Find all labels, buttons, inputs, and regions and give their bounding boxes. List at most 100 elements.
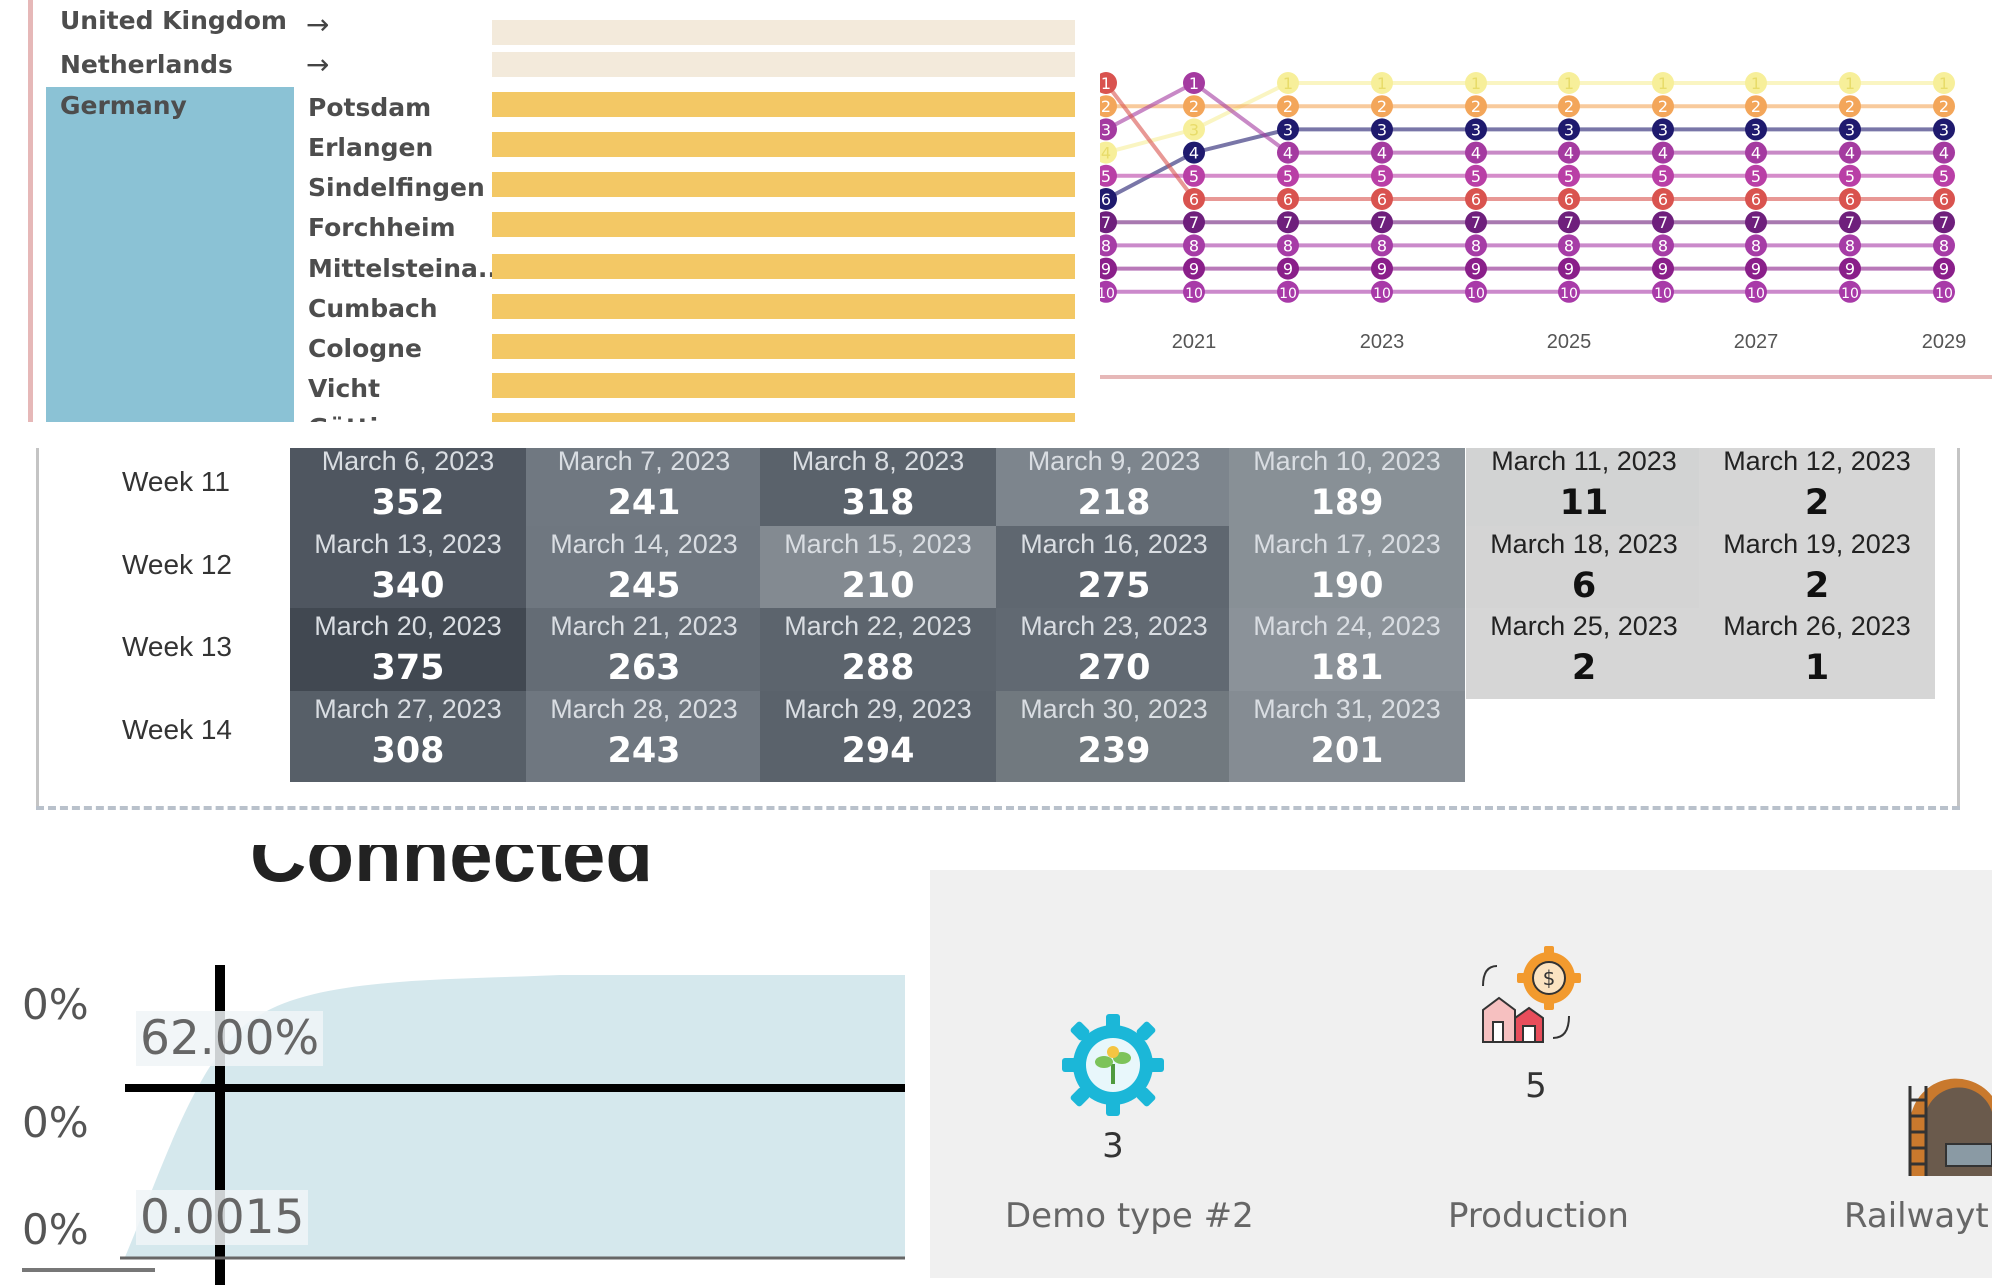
bump-rank-marker[interactable]: 5 bbox=[1558, 164, 1580, 187]
bump-rank-marker[interactable]: 4 bbox=[1933, 141, 1955, 164]
calendar-day-cell[interactable]: March 11, 2023 11 bbox=[1466, 448, 1702, 534]
calendar-day-cell[interactable]: March 25, 2023 2 bbox=[1466, 608, 1702, 699]
bump-rank-marker[interactable]: 5 bbox=[1183, 164, 1205, 187]
bump-rank-marker[interactable]: 4 bbox=[1183, 141, 1205, 164]
bump-rank-marker[interactable]: 1 bbox=[1371, 72, 1393, 94]
bump-rank-marker[interactable]: 6 bbox=[1277, 188, 1299, 210]
bump-rank-marker[interactable]: 3 bbox=[1371, 118, 1393, 141]
bump-rank-marker[interactable]: 3 bbox=[1839, 118, 1861, 141]
bump-rank-marker[interactable]: 2 bbox=[1839, 95, 1861, 118]
bump-rank-marker[interactable]: 8 bbox=[1933, 234, 1955, 257]
bump-rank-marker[interactable]: 9 bbox=[1371, 257, 1393, 280]
city-label[interactable]: Cumbach bbox=[308, 294, 438, 323]
city-bar[interactable] bbox=[492, 212, 1075, 237]
bump-rank-marker[interactable]: 4 bbox=[1558, 141, 1580, 164]
calendar-day-cell[interactable]: March 14, 2023 245 bbox=[526, 526, 762, 617]
country-label-united-kingdom[interactable]: United Kingdom bbox=[60, 6, 287, 35]
kpi-label[interactable]: Demo type #2 bbox=[1005, 1196, 1254, 1236]
bump-rank-marker[interactable]: 2 bbox=[1652, 95, 1674, 118]
bump-rank-marker[interactable]: 7 bbox=[1558, 211, 1580, 234]
calendar-day-cell[interactable]: March 9, 2023 218 bbox=[996, 448, 1232, 534]
bump-rank-marker[interactable]: 1 bbox=[1277, 72, 1299, 94]
bump-rank-marker[interactable]: 3 bbox=[1933, 118, 1955, 141]
bump-rank-marker[interactable]: 4 bbox=[1465, 141, 1487, 164]
bump-rank-marker[interactable]: 10 bbox=[1558, 280, 1580, 303]
city-bar[interactable] bbox=[492, 413, 1075, 422]
calendar-day-cell[interactable]: March 10, 2023 189 bbox=[1229, 448, 1465, 534]
bump-rank-marker[interactable]: 3 bbox=[1465, 118, 1487, 141]
bump-rank-marker[interactable]: 2 bbox=[1558, 95, 1580, 118]
bump-rank-marker[interactable]: 1 bbox=[1933, 72, 1955, 94]
bump-rank-marker[interactable]: 5 bbox=[1100, 164, 1117, 187]
calendar-day-cell[interactable]: March 12, 2023 2 bbox=[1699, 448, 1935, 534]
bump-rank-marker[interactable]: 1 bbox=[1839, 72, 1861, 94]
bump-rank-marker[interactable]: 6 bbox=[1183, 188, 1205, 210]
bump-rank-marker[interactable]: 7 bbox=[1839, 211, 1861, 234]
bump-rank-marker[interactable]: 10 bbox=[1100, 280, 1117, 303]
bump-rank-marker[interactable]: 9 bbox=[1933, 257, 1955, 280]
germany-selected-highlight[interactable] bbox=[46, 87, 294, 422]
calendar-day-cell[interactable]: March 13, 2023 340 bbox=[290, 526, 526, 617]
bump-rank-marker[interactable]: 10 bbox=[1183, 280, 1205, 303]
calendar-day-cell[interactable]: March 18, 2023 6 bbox=[1466, 526, 1702, 617]
bump-rank-marker[interactable]: 10 bbox=[1933, 280, 1955, 303]
city-bar[interactable] bbox=[492, 132, 1075, 157]
bump-rank-marker[interactable]: 9 bbox=[1558, 257, 1580, 280]
bump-rank-marker[interactable]: 8 bbox=[1371, 234, 1393, 257]
bump-rank-marker[interactable]: 2 bbox=[1465, 95, 1487, 118]
bump-rank-marker[interactable]: 4 bbox=[1100, 141, 1117, 164]
city-label[interactable]: Mittelsteina.. bbox=[308, 254, 497, 283]
bump-rank-marker[interactable]: 5 bbox=[1465, 164, 1487, 187]
calendar-day-cell[interactable]: March 22, 2023 288 bbox=[760, 608, 996, 699]
city-bar[interactable] bbox=[492, 373, 1075, 398]
bump-rank-marker[interactable]: 7 bbox=[1652, 211, 1674, 234]
bump-rank-marker[interactable]: 10 bbox=[1465, 280, 1487, 303]
bump-rank-marker[interactable]: 1 bbox=[1558, 72, 1580, 94]
bump-rank-marker[interactable]: 5 bbox=[1371, 164, 1393, 187]
bar-netherlands[interactable] bbox=[492, 52, 1075, 77]
bump-rank-marker[interactable]: 5 bbox=[1839, 164, 1861, 187]
bump-rank-marker[interactable]: 7 bbox=[1933, 211, 1955, 234]
bump-rank-marker[interactable]: 4 bbox=[1371, 141, 1393, 164]
bump-rank-marker[interactable]: 2 bbox=[1277, 95, 1299, 118]
bump-rank-marker[interactable]: 7 bbox=[1183, 211, 1205, 234]
country-label-netherlands[interactable]: Netherlands bbox=[60, 50, 233, 79]
bump-rank-marker[interactable]: 5 bbox=[1933, 164, 1955, 187]
bump-rank-marker[interactable]: 9 bbox=[1839, 257, 1861, 280]
calendar-day-cell[interactable]: March 31, 2023 201 bbox=[1229, 691, 1465, 782]
calendar-day-cell[interactable]: March 28, 2023 243 bbox=[526, 691, 762, 782]
city-bar[interactable] bbox=[492, 172, 1075, 197]
bump-rank-marker[interactable]: 6 bbox=[1652, 188, 1674, 210]
bump-rank-marker[interactable]: 6 bbox=[1745, 188, 1767, 210]
bump-rank-marker[interactable]: 3 bbox=[1277, 118, 1299, 141]
bump-rank-marker[interactable]: 4 bbox=[1277, 141, 1299, 164]
bump-rank-marker[interactable]: 1 bbox=[1745, 72, 1767, 94]
bump-rank-marker[interactable]: 5 bbox=[1277, 164, 1299, 187]
bump-rank-marker[interactable]: 6 bbox=[1558, 188, 1580, 210]
bump-rank-marker[interactable]: 10 bbox=[1277, 280, 1299, 303]
bump-rank-marker[interactable]: 8 bbox=[1745, 234, 1767, 257]
city-label[interactable]: Sindelfingen bbox=[308, 173, 485, 202]
bump-rank-marker[interactable]: 3 bbox=[1183, 118, 1205, 141]
bump-rank-marker[interactable]: 6 bbox=[1839, 188, 1861, 210]
bump-rank-marker[interactable]: 9 bbox=[1745, 257, 1767, 280]
city-bar[interactable] bbox=[492, 92, 1075, 117]
bump-rank-marker[interactable]: 8 bbox=[1183, 234, 1205, 257]
bump-rank-marker[interactable]: 10 bbox=[1839, 280, 1861, 303]
expand-arrow-icon[interactable]: → bbox=[306, 48, 330, 81]
bump-rank-marker[interactable]: 1 bbox=[1100, 72, 1117, 94]
city-label[interactable]: Potsdam bbox=[308, 93, 432, 122]
calendar-day-cell[interactable]: March 15, 2023 210 bbox=[760, 526, 996, 617]
bump-rank-marker[interactable]: 4 bbox=[1839, 141, 1861, 164]
city-label[interactable]: Erlangen bbox=[308, 133, 434, 162]
factory-money-gear-icon[interactable]: $ bbox=[1475, 946, 1585, 1046]
bump-rank-marker[interactable]: 4 bbox=[1652, 141, 1674, 164]
calendar-day-cell[interactable]: March 21, 2023 263 bbox=[526, 608, 762, 699]
bump-rank-marker[interactable]: 1 bbox=[1183, 72, 1205, 94]
calendar-day-cell[interactable]: March 30, 2023 239 bbox=[996, 691, 1232, 782]
bump-rank-marker[interactable]: 8 bbox=[1558, 234, 1580, 257]
bump-rank-marker[interactable]: 7 bbox=[1371, 211, 1393, 234]
bump-rank-marker[interactable]: 2 bbox=[1100, 95, 1117, 118]
calendar-day-cell[interactable]: March 24, 2023 181 bbox=[1229, 608, 1465, 699]
expand-arrow-icon[interactable]: → bbox=[306, 8, 330, 41]
